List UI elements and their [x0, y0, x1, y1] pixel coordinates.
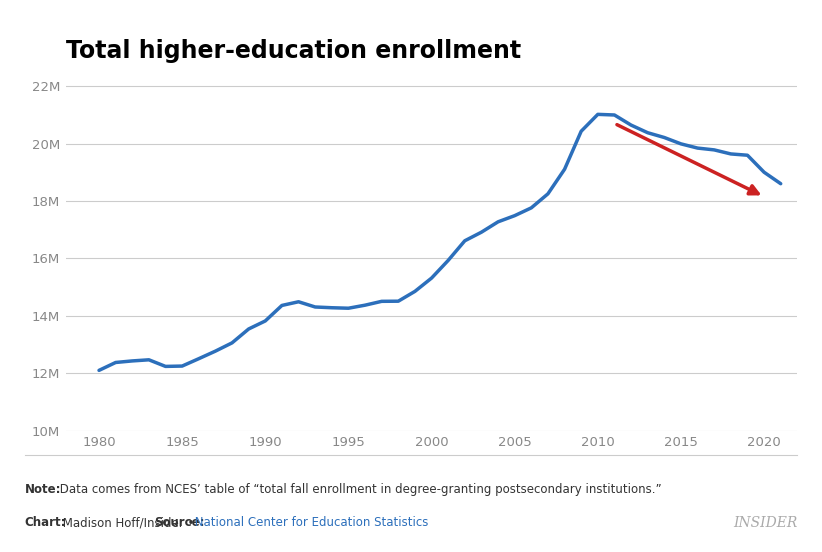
Text: Total higher-education enrollment: Total higher-education enrollment	[66, 39, 521, 63]
Text: Chart:: Chart:	[25, 516, 66, 529]
Text: National Center for Education Statistics: National Center for Education Statistics	[191, 516, 428, 529]
Text: Madison Hoff/Insider •: Madison Hoff/Insider •	[59, 516, 198, 529]
Text: INSIDER: INSIDER	[733, 516, 797, 530]
Text: Note:: Note:	[25, 483, 61, 496]
Text: Source:: Source:	[154, 516, 204, 529]
Text: Data comes from NCES’ table of “total fall enrollment in degree-granting postsec: Data comes from NCES’ table of “total fa…	[56, 483, 662, 496]
